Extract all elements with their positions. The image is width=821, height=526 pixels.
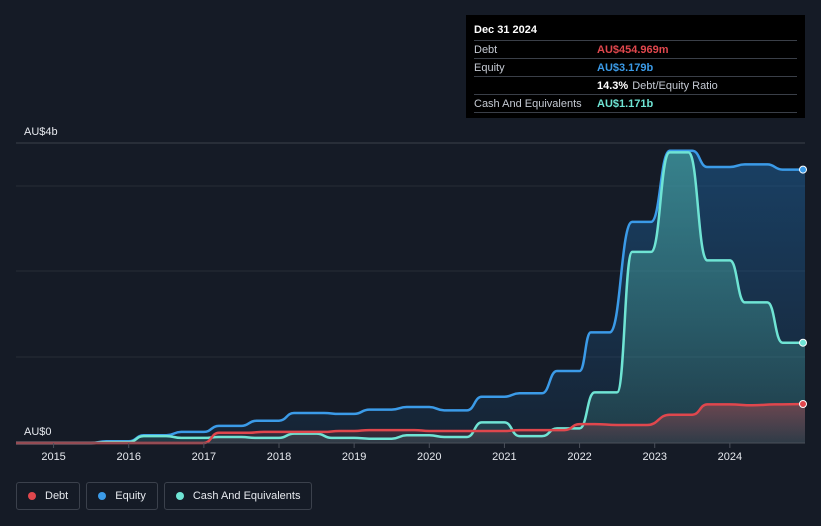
tooltip-ratio-suffix: Debt/Equity Ratio xyxy=(632,79,718,92)
tooltip-cash-label: Cash And Equivalents xyxy=(474,97,582,110)
equity-line xyxy=(16,149,805,445)
x-tick-label: 2023 xyxy=(642,451,666,463)
cash-and-equivalents-area xyxy=(16,152,805,443)
tooltip-cash-value: AU$1.171b xyxy=(597,97,654,110)
legend: Debt Equity Cash And Equivalents xyxy=(16,482,313,510)
y-axis-bottom-label: AU$0 xyxy=(24,426,52,438)
x-tick-label: 2018 xyxy=(267,451,291,463)
tooltip-row-cash: Cash And Equivalents AU$1.171b xyxy=(474,94,797,113)
series-lines xyxy=(16,149,806,445)
legend-equity-label: Equity xyxy=(115,490,146,502)
x-tick-label: 2021 xyxy=(492,451,516,463)
debt-endpoint xyxy=(799,400,807,408)
legend-cash-label: Cash And Equivalents xyxy=(192,490,301,502)
cash-and-equivalents-line xyxy=(16,151,805,445)
tooltip-date: Dec 31 2024 xyxy=(474,24,537,36)
equity-endpoint xyxy=(799,165,807,174)
cash-and-equivalents-endpoint xyxy=(799,338,807,347)
legend-item-debt[interactable]: Debt xyxy=(16,482,81,510)
equity-dot-icon xyxy=(98,492,107,500)
debt-area xyxy=(16,404,805,443)
x-tick-label: 2017 xyxy=(192,451,216,463)
x-tick-label: 2015 xyxy=(41,451,65,463)
x-tick-label: 2016 xyxy=(116,451,140,463)
tooltip-panel: Dec 31 2024 Debt AU$454.969m Equity AU$3… xyxy=(466,15,805,118)
legend-item-equity[interactable]: Equity xyxy=(86,482,158,510)
series-areas xyxy=(16,150,805,443)
cash-dot-icon xyxy=(175,492,184,500)
debt-dot-icon xyxy=(28,492,36,500)
x-tick-label: 2019 xyxy=(342,451,366,463)
tooltip-debt-value: AU$454.969m xyxy=(597,43,669,56)
x-tick-label: 2020 xyxy=(417,451,441,463)
x-tick-label: 2022 xyxy=(567,451,591,463)
tooltip-ratio-value: 14.3% xyxy=(597,79,629,92)
x-tick-label: 2024 xyxy=(718,451,742,463)
series-endpoints xyxy=(799,165,807,408)
tooltip-equity-value: AU$3.179b xyxy=(597,61,654,74)
y-axis-top-label: AU$4b xyxy=(24,126,58,138)
tooltip-row-equity: Equity AU$3.179b xyxy=(474,58,797,76)
legend-debt-label: Debt xyxy=(45,490,69,502)
tooltip-row-debt: Debt AU$454.969m xyxy=(474,40,797,58)
debt-line xyxy=(16,402,806,445)
legend-item-cash[interactable]: Cash And Equivalents xyxy=(163,482,313,510)
tooltip-row-ratio: 14.3% Debt/Equity Ratio xyxy=(474,76,797,94)
x-axis-ticks: 2015 2016 2017 2018 2019 2020 2021 2022 2023 2024 xyxy=(41,443,742,463)
tooltip-debt-label: Debt xyxy=(474,43,498,56)
equity-area xyxy=(16,150,805,443)
tooltip-equity-label: Equity xyxy=(474,61,505,74)
